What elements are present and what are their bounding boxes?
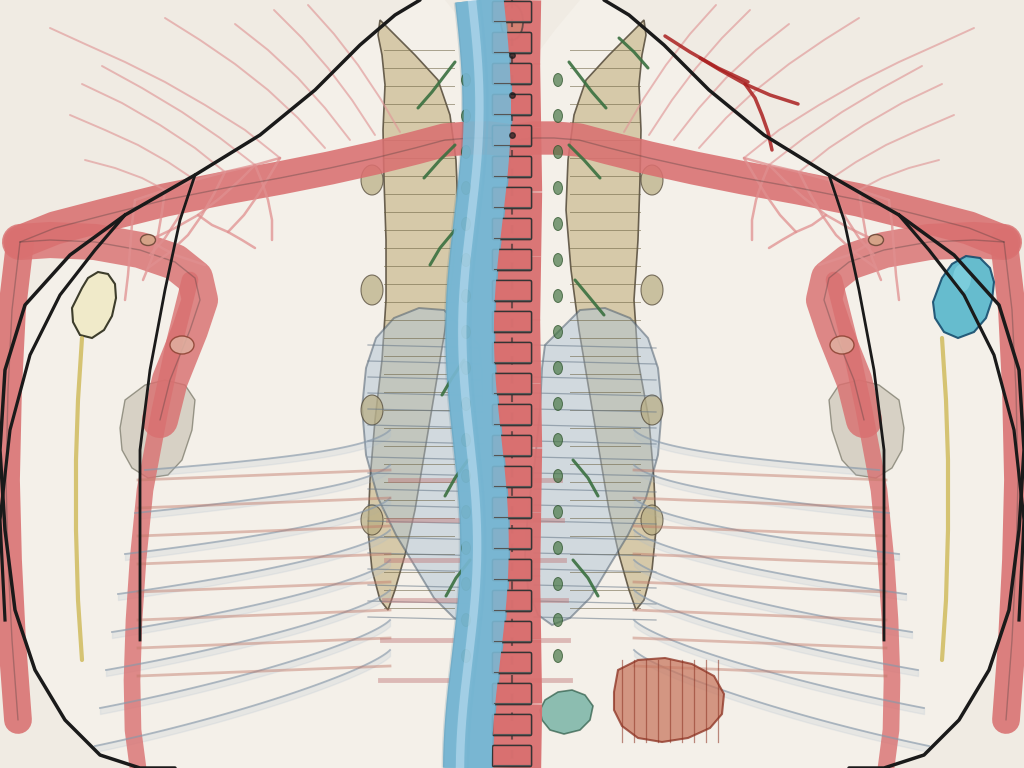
FancyBboxPatch shape (493, 219, 531, 240)
FancyBboxPatch shape (493, 250, 531, 270)
FancyBboxPatch shape (493, 280, 531, 302)
FancyBboxPatch shape (493, 746, 531, 766)
FancyBboxPatch shape (493, 2, 531, 22)
FancyBboxPatch shape (493, 653, 531, 674)
FancyBboxPatch shape (493, 528, 531, 549)
Ellipse shape (170, 336, 194, 354)
Ellipse shape (554, 505, 562, 518)
FancyBboxPatch shape (493, 498, 531, 518)
FancyBboxPatch shape (493, 125, 531, 147)
FancyBboxPatch shape (493, 312, 531, 333)
FancyBboxPatch shape (493, 746, 531, 766)
Ellipse shape (953, 264, 971, 292)
FancyBboxPatch shape (493, 32, 531, 54)
Polygon shape (72, 272, 116, 338)
Ellipse shape (462, 398, 470, 411)
FancyBboxPatch shape (493, 528, 531, 549)
Ellipse shape (554, 614, 562, 627)
FancyBboxPatch shape (493, 684, 531, 704)
Ellipse shape (554, 290, 562, 303)
FancyBboxPatch shape (493, 405, 531, 425)
Ellipse shape (868, 234, 884, 246)
Ellipse shape (554, 469, 562, 482)
FancyBboxPatch shape (493, 187, 531, 208)
Ellipse shape (501, 4, 523, 40)
Polygon shape (566, 20, 656, 610)
Ellipse shape (554, 74, 562, 87)
Ellipse shape (554, 181, 562, 194)
Ellipse shape (462, 290, 470, 303)
FancyBboxPatch shape (493, 466, 531, 488)
Ellipse shape (462, 578, 470, 591)
Ellipse shape (554, 541, 562, 554)
FancyBboxPatch shape (493, 157, 531, 177)
Ellipse shape (361, 395, 383, 425)
Ellipse shape (554, 145, 562, 158)
Ellipse shape (462, 217, 470, 230)
Ellipse shape (361, 165, 383, 195)
Ellipse shape (462, 650, 470, 663)
Polygon shape (420, 0, 604, 60)
FancyBboxPatch shape (493, 466, 531, 488)
FancyBboxPatch shape (493, 373, 531, 395)
FancyBboxPatch shape (493, 187, 531, 208)
FancyBboxPatch shape (493, 684, 531, 704)
FancyBboxPatch shape (493, 591, 531, 611)
FancyBboxPatch shape (493, 621, 531, 643)
FancyBboxPatch shape (493, 591, 531, 611)
FancyBboxPatch shape (493, 373, 531, 395)
FancyBboxPatch shape (493, 250, 531, 270)
Ellipse shape (554, 326, 562, 339)
Ellipse shape (554, 362, 562, 375)
Polygon shape (614, 658, 724, 742)
Ellipse shape (554, 650, 562, 663)
FancyBboxPatch shape (493, 621, 531, 643)
FancyBboxPatch shape (493, 32, 531, 54)
Ellipse shape (462, 253, 470, 266)
FancyBboxPatch shape (493, 64, 531, 84)
Ellipse shape (140, 234, 156, 246)
Ellipse shape (554, 433, 562, 446)
FancyBboxPatch shape (493, 714, 531, 736)
Ellipse shape (462, 614, 470, 627)
Ellipse shape (462, 181, 470, 194)
Polygon shape (933, 256, 994, 338)
Ellipse shape (830, 336, 854, 354)
Polygon shape (540, 690, 593, 734)
FancyBboxPatch shape (493, 343, 531, 363)
Ellipse shape (462, 110, 470, 123)
Ellipse shape (361, 505, 383, 535)
Polygon shape (362, 308, 499, 625)
FancyBboxPatch shape (493, 435, 531, 456)
FancyBboxPatch shape (493, 653, 531, 674)
Polygon shape (368, 20, 458, 610)
FancyBboxPatch shape (493, 560, 531, 581)
Ellipse shape (462, 362, 470, 375)
FancyBboxPatch shape (493, 280, 531, 302)
Ellipse shape (462, 145, 470, 158)
Ellipse shape (554, 398, 562, 411)
Ellipse shape (641, 165, 663, 195)
Ellipse shape (641, 275, 663, 305)
Ellipse shape (554, 578, 562, 591)
Ellipse shape (554, 253, 562, 266)
FancyBboxPatch shape (493, 2, 531, 22)
Ellipse shape (554, 217, 562, 230)
FancyBboxPatch shape (493, 498, 531, 518)
FancyBboxPatch shape (493, 157, 531, 177)
FancyBboxPatch shape (493, 125, 531, 147)
Ellipse shape (554, 110, 562, 123)
Polygon shape (120, 380, 195, 478)
FancyBboxPatch shape (493, 64, 531, 84)
FancyBboxPatch shape (493, 435, 531, 456)
FancyBboxPatch shape (493, 560, 531, 581)
Ellipse shape (361, 275, 383, 305)
FancyBboxPatch shape (493, 714, 531, 736)
Ellipse shape (462, 541, 470, 554)
FancyBboxPatch shape (493, 94, 531, 115)
FancyBboxPatch shape (493, 94, 531, 115)
Ellipse shape (462, 433, 470, 446)
Ellipse shape (462, 74, 470, 87)
FancyBboxPatch shape (493, 343, 531, 363)
